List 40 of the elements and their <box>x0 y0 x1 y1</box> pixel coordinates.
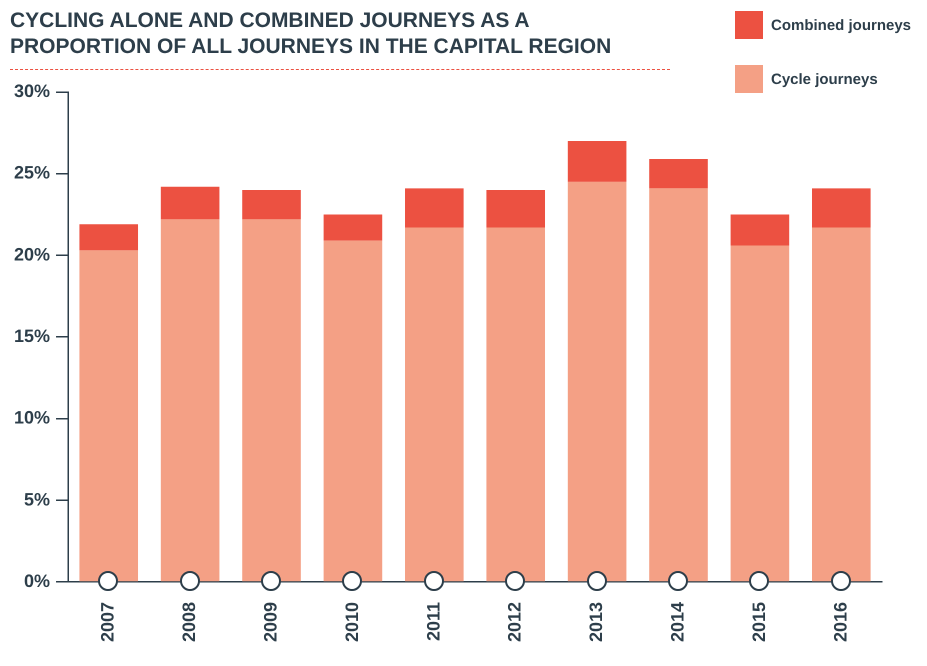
bar <box>242 219 301 582</box>
y-tick-label: 5% <box>24 489 50 510</box>
y-tick-label: 0% <box>24 570 50 591</box>
bar <box>812 188 871 228</box>
bar <box>324 240 382 582</box>
bar <box>79 250 138 582</box>
legend-label: Combined journeys <box>771 16 912 34</box>
y-tick-label: 30% <box>14 80 50 101</box>
x-tick-label: 2015 <box>748 602 769 642</box>
bar <box>324 214 382 241</box>
y-tick-label: 20% <box>14 244 50 264</box>
x-tick-label: 2012 <box>504 602 525 642</box>
x-tick-label: 2010 <box>342 602 362 642</box>
bar <box>568 182 626 582</box>
bar <box>649 158 708 188</box>
bar <box>568 140 626 182</box>
x-tick-label: 2016 <box>830 602 850 642</box>
x-tick-label: 2008 <box>179 602 200 642</box>
bar <box>730 246 790 582</box>
bar <box>405 188 464 228</box>
bar <box>730 214 790 246</box>
bar <box>649 188 708 582</box>
bar <box>160 219 220 582</box>
y-tick-label: 15% <box>14 326 50 346</box>
x-tick-label: 2009 <box>260 602 280 642</box>
chart-title: CYCLING ALONE AND COMBINED JOURNEYS AS A PROPORTION OF ALL JOURNEYS IN THE CAPITAL REGION <box>10 8 612 60</box>
bar <box>486 228 546 582</box>
bar <box>79 224 138 250</box>
y-tick-label: 25% <box>14 162 50 183</box>
x-tick-label: 2013 <box>586 602 606 642</box>
bar <box>486 190 546 228</box>
bar <box>812 228 871 582</box>
y-tick-label: 10% <box>14 408 50 428</box>
legend-label: Cycle journeys <box>771 70 878 88</box>
x-tick-label: 2014 <box>667 602 688 642</box>
x-tick-label: 2011 <box>423 602 444 642</box>
x-tick-label: 2007 <box>98 602 118 642</box>
bar <box>405 228 464 582</box>
bar <box>242 190 301 220</box>
bar <box>160 186 220 220</box>
